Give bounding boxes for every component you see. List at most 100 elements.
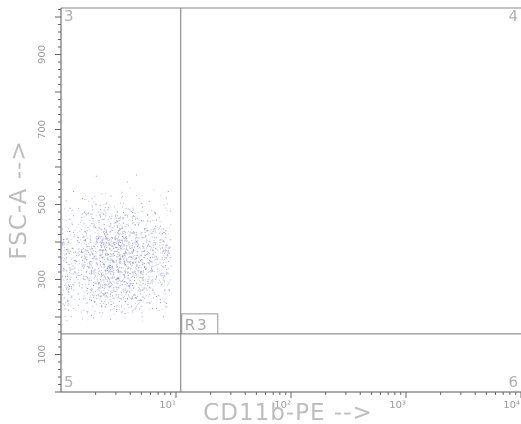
event-dot [155,247,157,249]
event-dot [131,310,133,312]
event-dot [104,306,106,308]
event-dot [165,230,167,232]
event-dot [166,244,168,246]
event-dot [143,220,144,222]
event-dot [89,234,91,236]
event-dot [94,268,96,270]
event-dot [100,287,102,289]
event-dot [138,222,140,224]
event-dot [120,217,122,219]
event-dot [104,286,106,288]
event-dot [114,250,116,252]
event-dot [123,248,125,250]
event-dot [88,200,90,202]
event-dot [119,233,121,234]
event-dot [122,256,123,258]
event-dot [118,223,120,225]
event-dot [132,251,134,253]
event-dot [87,319,89,321]
event-dot [65,284,67,286]
event-dot [112,246,114,248]
event-dot [94,283,96,285]
event-dot [142,261,144,263]
event-dot [105,244,107,246]
event-dot [131,252,133,254]
event-dot [113,290,115,292]
event-dot [159,299,161,301]
event-dot [116,283,118,285]
event-dot [148,276,150,278]
event-dot [104,283,106,285]
event-dot [163,266,165,268]
quadrant-labels: 3 4 5 6 [64,7,518,391]
event-dot [127,272,129,274]
event-dot [163,275,165,277]
event-dot [88,251,89,253]
event-dot [126,268,128,270]
event-dot [63,270,65,272]
event-dot [122,267,124,269]
event-dot [119,255,121,257]
event-dot [158,279,160,281]
event-dot [129,235,131,237]
event-dot [150,257,151,259]
event-dot [105,248,107,250]
event-dot [117,238,119,240]
event-dot [102,242,104,243]
event-dot [106,292,108,294]
event-dot [124,264,126,266]
event-dot [110,273,112,275]
event-dot [69,278,71,280]
event-dot [101,305,102,307]
event-dot [125,268,127,270]
event-dot [94,195,96,197]
event-dot [100,250,102,252]
event-dot [134,271,136,273]
event-dot [79,230,81,232]
event-dot [116,270,117,271]
event-dot [102,236,104,238]
event-dot [104,227,106,229]
event-dot [66,253,67,255]
event-dot [154,213,156,215]
event-dot [146,239,148,241]
event-dot [143,288,145,290]
event-dot [106,281,108,282]
event-dot [97,264,99,266]
event-dot [94,310,96,312]
event-dot [104,266,106,268]
event-dot [80,252,82,253]
event-dot [67,210,69,212]
event-dot [93,282,95,284]
event-dot [121,247,123,249]
event-dot [135,218,136,220]
region-r3-marker[interactable]: R3 [181,313,219,335]
event-dot [116,263,118,265]
event-dot [114,251,116,253]
event-dot [68,291,69,293]
event-dot [66,239,68,240]
event-dot [95,259,97,261]
event-dot [129,253,131,255]
event-dot [77,236,79,238]
event-dot [83,295,85,297]
event-dot [83,240,85,242]
event-dot [127,208,129,210]
event-dot [117,277,119,279]
event-dot [152,281,154,283]
event-dot [102,250,104,252]
event-dot [98,295,100,297]
event-dot [155,248,157,250]
event-dot [123,202,124,204]
event-dot [119,229,120,231]
event-dot [164,248,166,250]
event-dot [121,305,123,307]
event-dot [126,260,128,262]
event-dot [141,279,143,281]
event-dot [107,292,108,294]
event-dot [83,247,84,249]
quadrant-gates[interactable] [61,8,521,392]
event-dot [120,245,122,246]
event-dot [117,241,119,243]
event-dot [117,256,119,258]
